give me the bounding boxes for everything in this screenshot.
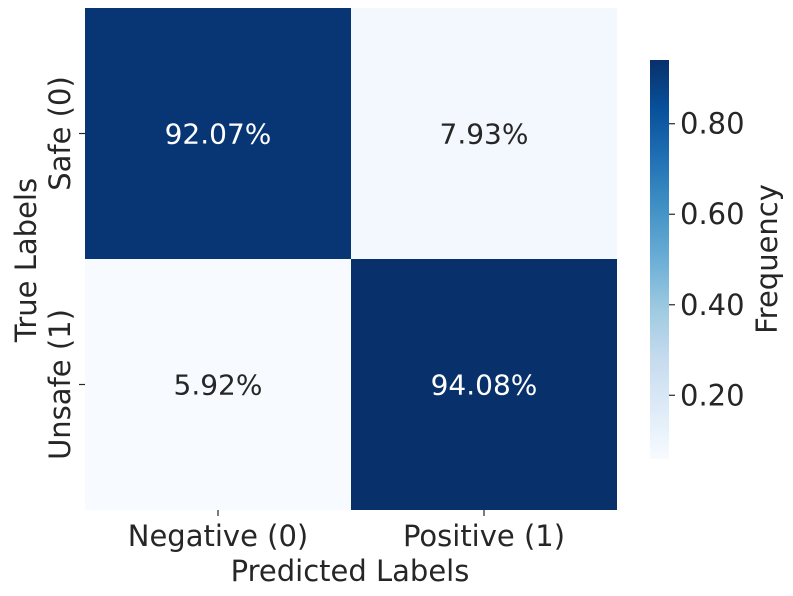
y-axis: Safe (0) Unsafe (1): [43, 76, 85, 460]
y-tick-label: Unsafe (1): [43, 309, 77, 460]
heatmap-cell-labels: 92.07% 7.93% 5.92% 94.08%: [165, 118, 538, 402]
colorbar-tick-label: 0.40: [680, 288, 745, 322]
colorbar-label: Frequency: [750, 184, 784, 334]
x-axis: Negative (0) Positive (1): [128, 510, 565, 553]
heatmap-cells: [85, 8, 617, 510]
colorbar: 0.20 0.40 0.60 0.80 Frequency: [650, 60, 784, 459]
cell-value-label: 5.92%: [174, 369, 263, 402]
heatmap-cell: [351, 8, 617, 259]
y-tick-label: Safe (0): [43, 76, 77, 191]
heatmap-cell: [85, 8, 351, 259]
colorbar-tick-label: 0.20: [680, 378, 745, 412]
cell-value-label: 94.08%: [431, 369, 538, 402]
colorbar-tick-label: 0.80: [680, 107, 745, 141]
colorbar-tick-label: 0.60: [680, 197, 745, 231]
x-tick-label: Negative (0): [128, 519, 308, 553]
x-axis-label: Predicted Labels: [231, 554, 470, 588]
cell-value-label: 7.93%: [440, 118, 529, 151]
cell-value-label: 92.07%: [165, 118, 272, 151]
colorbar-gradient: [650, 60, 669, 459]
heatmap-cell: [351, 259, 617, 510]
colorbar-ticks: 0.20 0.40 0.60 0.80: [669, 107, 745, 412]
heatmap-cell: [85, 259, 351, 510]
x-tick-label: Positive (1): [403, 519, 565, 553]
y-axis-label: True Labels: [9, 178, 43, 343]
